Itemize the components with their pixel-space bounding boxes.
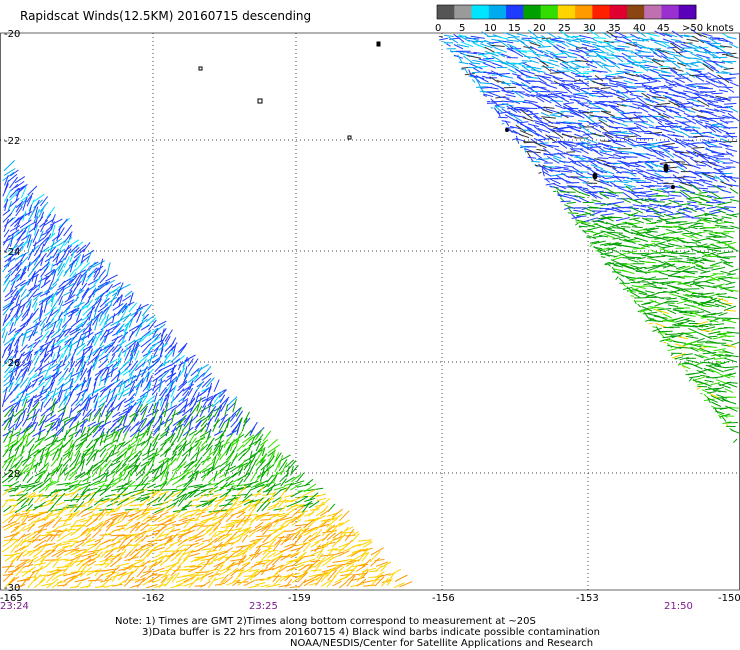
legend-tick: 5 [459,23,465,34]
lon-label: -159 [288,593,311,604]
island [198,66,203,71]
lon-label: -153 [576,593,599,604]
legend-swatch [488,5,507,19]
legend-swatch [592,5,611,19]
legend-swatch [626,5,645,19]
lon-label: -150 [718,593,740,604]
islands [198,41,675,189]
legend-swatch [523,5,541,19]
island [257,98,263,104]
legend-tick: >50 knots [682,23,734,34]
island [671,185,675,189]
latitude-labels: -20 -22 -24 -26 -28 -30 [4,29,20,594]
time-labels: 23:24 23:25 21:50 [0,601,693,612]
longitude-labels: -165 -162 -159 -156 -153 -150 [0,593,740,604]
legend-tick: 25 [558,23,571,34]
lat-label: -20 [4,29,20,40]
legend-tick: 0 [435,23,441,34]
time-label: 23:25 [249,601,278,612]
legend-tick: 40 [633,23,646,34]
map-title: Rapidscat Winds(12.5KM) 20160715 descend… [20,9,312,23]
time-label: 23:24 [0,601,29,612]
wind-speed-legend: 0 5 10 15 20 25 30 35 40 45 >50 knots [435,4,734,34]
lat-label: -22 [4,136,20,147]
lat-lon-grid [0,33,740,590]
legend-swatch [454,5,472,19]
note-line-3: NOAA/NESDIS/Center for Satellite Applica… [290,638,594,649]
lat-label: -24 [4,247,20,258]
legend-tick: 30 [583,23,596,34]
legend-swatch [609,5,628,19]
legend-tick: 15 [508,23,521,34]
lon-label: -165 [0,593,23,604]
lon-label: -162 [142,593,165,604]
island [663,163,669,173]
island [592,172,598,180]
legend-swatch [678,5,697,19]
legend-swatch [506,5,524,19]
lat-label: -28 [4,469,20,480]
legend-tick: 10 [484,23,497,34]
note-line-2: 3)Data buffer is 22 hrs from 20160715 4)… [142,627,600,638]
lat-label: -26 [4,358,20,369]
lon-label: -156 [432,593,455,604]
lat-label: -30 [4,583,20,594]
legend-swatch [437,5,455,19]
legend-tick: 20 [533,23,546,34]
time-label: 21:50 [664,601,693,612]
map-frame [0,32,740,591]
legend-swatch [471,5,490,19]
right-swath [439,28,740,444]
island [376,41,381,47]
legend-swatch [557,5,576,19]
legend-swatch [661,5,680,19]
legend-swatch [575,5,593,19]
legend-tick: 45 [657,23,670,34]
wind-swaths [1,28,740,589]
legend-tick: 35 [608,23,621,34]
island [347,135,352,140]
note-line-1: Note: 1) Times are GMT 2)Times along bot… [115,616,536,627]
left-swath [1,160,413,589]
legend-swatch [644,5,662,19]
legend-swatch [540,5,559,19]
island [505,128,509,132]
